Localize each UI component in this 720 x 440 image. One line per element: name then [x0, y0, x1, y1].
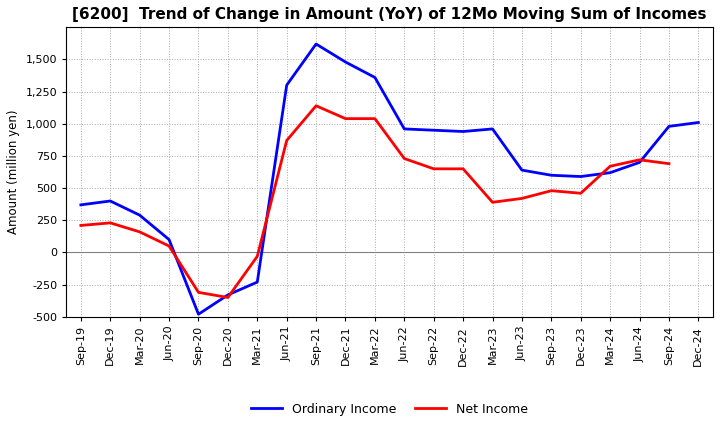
Net Income [488, 200, 497, 205]
Ordinary Income [488, 126, 497, 132]
Ordinary Income [253, 279, 261, 285]
Net Income [312, 103, 320, 108]
Net Income [194, 290, 203, 295]
Net Income [400, 156, 409, 161]
Net Income [135, 229, 144, 235]
Ordinary Income [606, 170, 614, 175]
Ordinary Income [341, 59, 350, 65]
Title: [6200]  Trend of Change in Amount (YoY) of 12Mo Moving Sum of Incomes: [6200] Trend of Change in Amount (YoY) o… [72, 7, 707, 22]
Ordinary Income [371, 75, 379, 80]
Ordinary Income [518, 168, 526, 173]
Net Income [429, 166, 438, 172]
Ordinary Income [106, 198, 114, 204]
Ordinary Income [577, 174, 585, 179]
Net Income [253, 254, 261, 259]
Line: Ordinary Income: Ordinary Income [81, 44, 698, 314]
Ordinary Income [635, 160, 644, 165]
Net Income [577, 191, 585, 196]
Net Income [606, 164, 614, 169]
Net Income [371, 116, 379, 121]
Net Income [282, 138, 291, 143]
Ordinary Income [429, 128, 438, 133]
Net Income [76, 223, 85, 228]
Net Income [341, 116, 350, 121]
Ordinary Income [459, 129, 467, 134]
Legend: Ordinary Income, Net Income: Ordinary Income, Net Income [246, 398, 534, 421]
Ordinary Income [76, 202, 85, 208]
Ordinary Income [694, 120, 703, 125]
Ordinary Income [223, 292, 232, 297]
Ordinary Income [665, 124, 673, 129]
Ordinary Income [194, 312, 203, 317]
Y-axis label: Amount (million yen): Amount (million yen) [7, 110, 20, 234]
Net Income [223, 295, 232, 300]
Net Income [165, 243, 174, 249]
Net Income [665, 161, 673, 166]
Net Income [547, 188, 556, 193]
Ordinary Income [135, 213, 144, 218]
Ordinary Income [165, 237, 174, 242]
Ordinary Income [547, 172, 556, 178]
Net Income [635, 157, 644, 162]
Net Income [106, 220, 114, 226]
Ordinary Income [400, 126, 409, 132]
Ordinary Income [312, 41, 320, 47]
Net Income [518, 196, 526, 201]
Line: Net Income: Net Income [81, 106, 669, 297]
Net Income [459, 166, 467, 172]
Ordinary Income [282, 83, 291, 88]
